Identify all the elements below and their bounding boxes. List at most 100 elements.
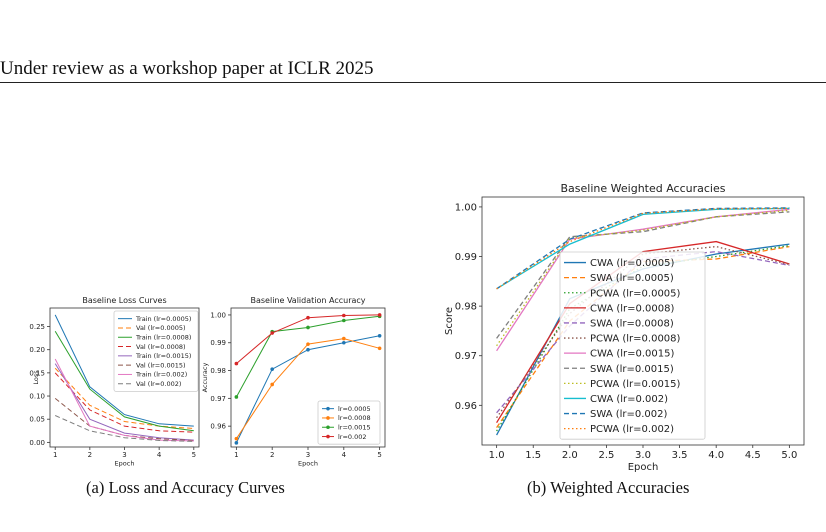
y-tick-label: 0.98 [455,302,477,313]
chart-title: Baseline Weighted Accuracies [561,182,726,195]
legend-label: lr=0.002 [338,433,367,441]
y-tick-label: 0.98 [210,367,226,375]
y-tick-label: 0.10 [29,392,45,400]
legend-label: PCWA (lr=0.0015) [590,379,681,390]
data-point [377,313,382,317]
y-axis-label: Accuracy [201,363,209,393]
y-tick-label: 0.96 [210,423,226,431]
x-tick-label: 3.0 [635,450,651,461]
legend-label: CWA (lr=0.0008) [590,303,675,314]
legend-label: lr=0.0008 [338,414,371,422]
caption-b: (b) Weighted Accuracies [527,478,690,497]
data-point [234,436,239,441]
series-line-1 [54,367,194,429]
y-tick-label: 1.00 [210,311,226,319]
x-tick-label: 3 [122,451,126,459]
legend-label: CWA (lr=0.0015) [590,349,675,360]
data-point [234,395,239,399]
legend-box [559,251,706,440]
data-point [377,334,382,338]
running-header: Under review as a workshop paper at ICLR… [0,58,374,79]
data-point [306,347,310,352]
series-line-6 [496,208,790,352]
legend-label: Val (lr=0.002) [136,380,181,388]
series-line-3 [54,372,194,433]
data-point [342,336,346,341]
data-point [270,367,274,371]
x-tick-label: 5 [192,451,196,459]
x-tick-label: 2 [88,451,92,459]
series-line-5 [496,245,790,419]
series-line-9 [496,207,790,290]
x-tick-label: 1 [53,451,57,459]
legend-label: SWA (lr=0.0005) [590,273,674,284]
x-tick-label: 3.5 [672,450,688,461]
legend-label: PCWA (lr=0.0005) [590,288,681,299]
legend-label: Train (lr=0.0015) [135,352,191,360]
x-tick-label: 2.5 [598,450,614,461]
y-tick-label: 0.05 [29,416,45,424]
y-tick-label: 0.96 [455,401,477,412]
y-tick-label: 1.00 [455,202,477,213]
x-tick-label: 4 [157,451,162,459]
y-tick-label: 0.20 [29,346,45,354]
y-axis-label: Loss [32,370,40,385]
x-axis-label: Epoch [298,460,318,468]
legend-label: PCWA (lr=0.0008) [590,334,681,345]
caption-a: (a) Loss and Accuracy Curves [86,478,285,497]
legend-label: Val (lr=0.0015) [136,361,186,369]
legend-marker [326,406,330,411]
legend-label: SWA (lr=0.0008) [590,318,674,329]
x-tick-label: 3 [306,451,310,459]
x-tick-label: 1.0 [489,450,505,461]
header-rule [0,82,826,83]
data-point [342,313,346,318]
data-point [377,346,382,351]
legend-label: lr=0.0005 [338,405,371,413]
x-tick-label: 2.0 [562,450,578,461]
legend-label: lr=0.0015 [338,424,371,432]
chart-title: Baseline Validation Accuracy [250,296,365,305]
data-point [234,441,239,445]
data-point [306,342,310,346]
x-axis-label: Epoch [628,462,659,473]
series-line-4 [54,363,194,441]
legend-label: SWA (lr=0.0015) [590,364,674,375]
y-tick-label: 0.99 [455,252,477,263]
legend-marker [326,416,330,420]
data-point [306,315,310,320]
legend-label: Train (lr=0.002) [135,371,187,379]
series-line-6 [54,358,194,442]
y-tick-label: 0.97 [210,395,226,403]
data-point [306,325,310,330]
legend-label: Train (lr=0.0008) [135,334,191,342]
y-tick-label: 0.15 [29,369,45,377]
x-tick-label: 2 [270,451,274,459]
series-line-0 [54,314,194,427]
legend-label: CWA (lr=0.0005) [590,258,675,269]
legend-marker [326,425,330,430]
legend-label: SWA (lr=0.002) [590,409,668,420]
data-point [270,331,274,335]
legend-box [113,310,199,392]
legend-label: CWA (lr=0.002) [590,394,668,405]
y-tick-label: 0.00 [29,439,45,447]
x-tick-label: 4.0 [708,450,724,461]
legend-label: Train (lr=0.0005) [135,315,191,323]
legend-label: Val (lr=0.0005) [136,324,186,332]
chart-title: Baseline Loss Curves [82,296,166,305]
x-tick-label: 1 [234,451,238,459]
y-tick-label: 0.97 [455,351,477,362]
data-point [342,340,346,345]
y-axis-label: Score [444,307,455,335]
data-point [270,382,274,387]
series-line-1 [496,245,790,428]
series-line-7 [496,211,790,339]
x-tick-label: 4 [342,451,347,459]
series-line-10 [496,207,790,290]
x-tick-label: 5 [377,451,381,459]
legend-label: PCWA (lr=0.002) [590,424,674,435]
x-tick-label: 5.0 [781,450,797,461]
